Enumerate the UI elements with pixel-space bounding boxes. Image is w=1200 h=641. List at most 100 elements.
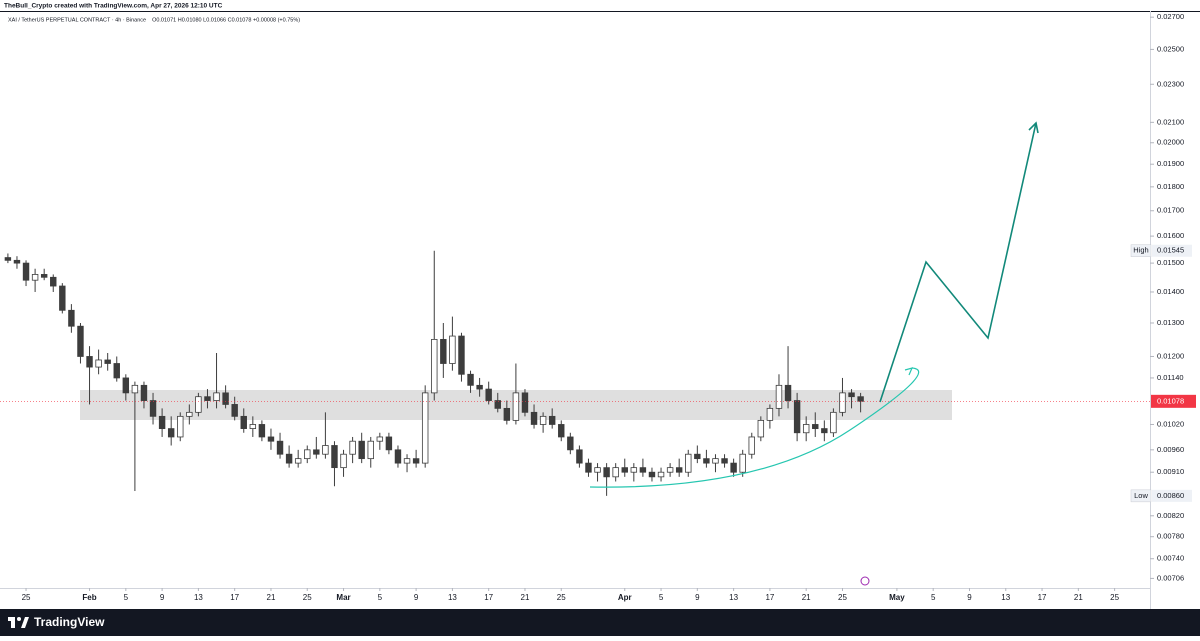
- brand-logo: [8, 617, 29, 628]
- y-tick-label: 0.02500: [1157, 44, 1184, 53]
- candle-body: [412, 458, 420, 464]
- candle-body: [476, 384, 483, 390]
- candle-body: [31, 274, 39, 281]
- header: XAI / TetherUS PERPETUAL CONTRACT · 4h ·…: [8, 17, 300, 23]
- candle-body: [730, 462, 737, 473]
- candle-body: [331, 445, 338, 469]
- x-tick-label: 9: [695, 593, 700, 602]
- x-tick-label: 13: [729, 593, 738, 602]
- candle-body: [567, 436, 574, 451]
- x-tick-label: 9: [414, 593, 419, 602]
- x-tick-label: 25: [1110, 593, 1119, 602]
- x-tick-label: 9: [160, 593, 165, 602]
- candle-body: [675, 467, 683, 473]
- x-tick-label: 13: [1001, 593, 1010, 602]
- candle-body: [431, 338, 438, 394]
- candle-body: [666, 467, 674, 473]
- candle-body: [276, 440, 284, 455]
- candle-body: [4, 257, 12, 261]
- y-tick-label: 0.01800: [1157, 182, 1184, 191]
- candle-body: [657, 471, 665, 478]
- y-tick-label: 0.01300: [1157, 318, 1184, 327]
- candle-body: [748, 436, 755, 455]
- x-tick-label: 5: [378, 593, 383, 602]
- candles: [4, 250, 864, 496]
- candle-body: [95, 359, 102, 368]
- candle-body: [322, 445, 329, 455]
- candle-body: [639, 467, 647, 473]
- candle-body: [703, 458, 710, 464]
- candle-body: [258, 424, 266, 438]
- candle-body: [177, 415, 184, 438]
- curve-arrowhead: [904, 367, 914, 376]
- brand-name: TradingView: [34, 615, 105, 629]
- candle-body: [104, 359, 111, 364]
- candle-body: [802, 424, 810, 434]
- event-icon[interactable]: [860, 576, 870, 586]
- candle-body: [213, 392, 220, 401]
- x-tick-label: 5: [124, 593, 129, 602]
- logo-part: [21, 617, 29, 628]
- x-tick-label: 13: [448, 593, 457, 602]
- y-tick-label: 0.01500: [1157, 258, 1184, 267]
- candle-body: [204, 396, 211, 401]
- x-tick-label: Mar: [336, 593, 350, 602]
- candle-body: [304, 449, 311, 460]
- candle-body: [358, 440, 365, 460]
- candle-body: [521, 392, 529, 413]
- candle-body: [603, 467, 610, 478]
- candle-body: [739, 453, 746, 473]
- marker-value-box: [1152, 244, 1192, 257]
- axes: 0.02700 0.02500 0.02300 0.02100 0.02000 0.019…: [0, 12, 1196, 602]
- candle-body: [757, 419, 765, 438]
- candle-body: [485, 388, 492, 401]
- candle-body: [86, 356, 93, 368]
- candle-body: [294, 458, 302, 464]
- y-tick-label: 0.01140: [1157, 373, 1184, 382]
- candle-body: [775, 384, 783, 409]
- x-tick-label: 21: [802, 593, 811, 602]
- y-tick-label: 0.00910: [1157, 467, 1184, 476]
- y-tick-label: 0.01900: [1157, 159, 1184, 168]
- candle-body: [830, 411, 837, 434]
- x-tick-label: May: [889, 593, 905, 602]
- candle-body: [77, 325, 84, 357]
- marker-value-box: [1152, 489, 1192, 502]
- candle-body: [385, 436, 393, 451]
- candle-body: [467, 373, 474, 386]
- candle-body: [548, 415, 556, 425]
- x-tick-label: 25: [557, 593, 566, 602]
- candle-body: [22, 262, 30, 281]
- y-tick-label: 0.01700: [1157, 206, 1184, 215]
- candle-body: [240, 415, 247, 429]
- candle-body: [367, 440, 374, 460]
- candle-body: [685, 453, 692, 473]
- candle-body: [131, 384, 139, 394]
- y-tick-label: 0.00706: [1157, 573, 1184, 582]
- candle-body: [50, 276, 57, 287]
- candle-body: [812, 424, 819, 429]
- x-tick-label: 21: [521, 593, 530, 602]
- candle-body: [59, 285, 66, 311]
- marker-value: 0.00860: [1157, 491, 1184, 500]
- x-tick-label: 17: [230, 593, 239, 602]
- y-tick-label: 0.00780: [1157, 532, 1184, 541]
- y-tick-label: 0.00960: [1157, 445, 1184, 454]
- logo-part: [11, 617, 15, 628]
- candle-body: [349, 440, 356, 455]
- projection-path: [879, 122, 1037, 403]
- candle-body: [394, 449, 402, 464]
- candle-body: [539, 415, 547, 425]
- x-tick-label: 25: [303, 593, 312, 602]
- projection-arrowhead: [1028, 121, 1039, 134]
- x-tick-label: 17: [484, 593, 493, 602]
- x-tick-label: 21: [267, 593, 276, 602]
- candle-body: [558, 424, 565, 438]
- candle-body: [712, 458, 719, 464]
- x-tick-label: 17: [765, 593, 774, 602]
- candle-body: [158, 415, 166, 429]
- x-tick-label: 9: [967, 593, 972, 602]
- candle-body: [512, 392, 520, 421]
- candle-body: [821, 428, 828, 434]
